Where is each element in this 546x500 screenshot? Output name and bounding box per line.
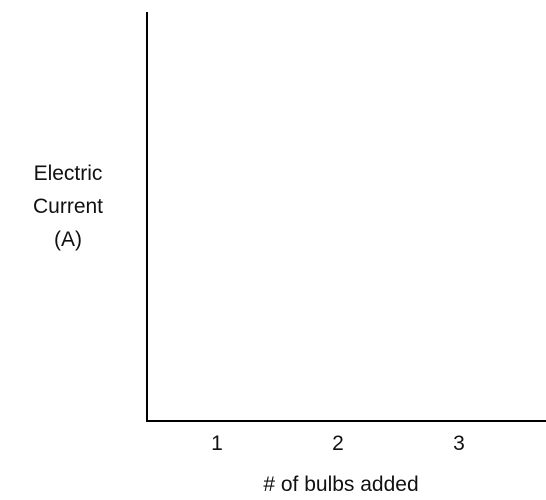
- x-tick-label-1: 1: [211, 432, 223, 455]
- x-tick-labels: 1 2 3: [211, 432, 465, 455]
- y-axis-label-line-1: Electric: [34, 162, 103, 185]
- x-axis-label: # of bulbs added: [263, 473, 418, 496]
- y-axis-label-line-3: (A): [54, 228, 82, 251]
- y-axis-label-line-2: Current: [33, 195, 103, 218]
- y-axis-label: Electric Current (A): [33, 162, 103, 251]
- x-tick-label-2: 2: [332, 432, 344, 455]
- x-tick-label-3: 3: [453, 432, 465, 455]
